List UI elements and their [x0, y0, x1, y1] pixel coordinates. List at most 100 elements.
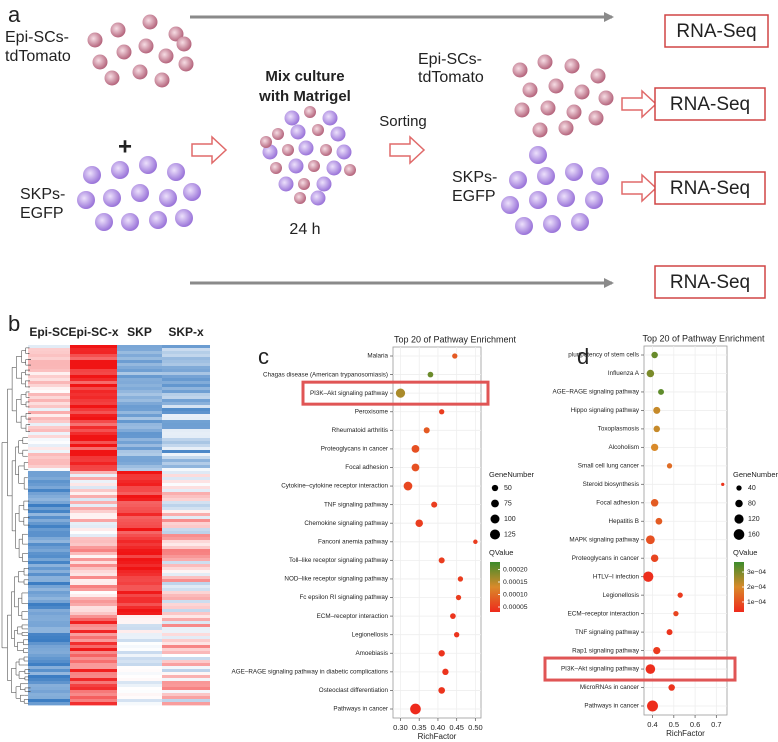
heat-cell [70, 480, 117, 484]
heat-cell [28, 522, 70, 526]
y-tick-label: Rap1 signaling pathway [572, 647, 640, 654]
heat-cell [117, 639, 162, 643]
heat-cell [117, 693, 162, 697]
heat-cell [70, 489, 117, 493]
heat-cell [162, 612, 210, 616]
bubble [457, 576, 464, 582]
heat-cell [70, 561, 117, 565]
heat-cell [162, 471, 210, 475]
heat-cell [70, 462, 117, 466]
heat-cell [28, 639, 70, 643]
heat-cell [117, 690, 162, 694]
heat-cell [162, 603, 210, 607]
heat-cell [117, 669, 162, 673]
heat-cell [28, 450, 70, 454]
y-tick-label: HTLV–I infection [593, 573, 640, 580]
heat-cell [70, 591, 117, 595]
heat-cell [28, 582, 70, 586]
heat-cell [162, 495, 210, 499]
heat-cell [117, 477, 162, 481]
heat-cell [70, 465, 117, 469]
heat-cell [28, 606, 70, 610]
heat-cell [28, 396, 70, 400]
heat-cell [162, 600, 210, 604]
heat-cell [28, 666, 70, 670]
heat-cell [28, 507, 70, 511]
block-arrow [621, 173, 658, 203]
heat-cell [70, 405, 117, 409]
heat-cell [70, 531, 117, 535]
heat-cell [162, 564, 210, 568]
heat-cell [70, 516, 117, 520]
heat-cell [162, 399, 210, 403]
heat-cell [117, 345, 162, 349]
cell [294, 192, 306, 204]
heat-cell [70, 438, 117, 442]
heat-cell [28, 477, 70, 481]
bubble [646, 369, 655, 378]
legend-bubble [489, 529, 501, 540]
cell [565, 163, 583, 181]
heat-cell [117, 525, 162, 529]
heat-cell [117, 447, 162, 451]
block-arrow [389, 135, 426, 165]
heat-cell [117, 552, 162, 556]
bubble [438, 650, 445, 657]
heat-cell [162, 483, 210, 487]
heat-cell [70, 627, 117, 631]
heat-cell [70, 612, 117, 616]
heat-cell [162, 393, 210, 397]
cell [598, 90, 614, 106]
heat-cell [28, 387, 70, 391]
bubble [473, 539, 478, 545]
cell [149, 211, 167, 229]
heat-cell [162, 537, 210, 541]
heat-cell [117, 528, 162, 532]
heat-cell [162, 363, 210, 367]
heat-cell [70, 372, 117, 376]
cell [308, 160, 320, 172]
heat-cell [162, 666, 210, 670]
cell [121, 213, 139, 231]
heat-cell [70, 666, 117, 670]
legend-bubble [736, 485, 742, 491]
heat-cell [162, 474, 210, 478]
bubble [650, 499, 659, 507]
heat-cell [28, 405, 70, 409]
heat-cell [117, 585, 162, 589]
heat-cell [70, 432, 117, 436]
heat-cell [28, 468, 70, 472]
bubble [431, 501, 438, 508]
heat-cell [70, 459, 117, 463]
cell [272, 128, 284, 140]
heat-cell [28, 579, 70, 583]
heat-cell [117, 684, 162, 688]
cell [168, 26, 184, 42]
cell [154, 72, 170, 88]
heat-cell [117, 459, 162, 463]
heat-cell [162, 549, 210, 553]
heat-cell [162, 453, 210, 457]
heat-cell [70, 573, 117, 577]
bubble [677, 592, 683, 598]
heat-cell [117, 663, 162, 667]
heat-cell [70, 594, 117, 598]
heat-cell [162, 426, 210, 430]
heat-cell [70, 435, 117, 439]
heat-cell [70, 429, 117, 433]
cell [175, 209, 193, 227]
bubble [647, 700, 658, 712]
heat-cell [162, 567, 210, 571]
y-tick-label: Legionellosis [352, 631, 388, 638]
legend-label: 80 [748, 500, 756, 507]
heat-cell [162, 678, 210, 682]
heat-cell [28, 687, 70, 691]
step-label: with Matrigel [258, 88, 351, 105]
heat-cell [117, 396, 162, 400]
heat-cell [70, 423, 117, 427]
bubble [651, 443, 659, 452]
heat-cell [28, 648, 70, 652]
heat-cell [117, 480, 162, 484]
heat-cell [162, 555, 210, 559]
heat-cell [117, 645, 162, 649]
